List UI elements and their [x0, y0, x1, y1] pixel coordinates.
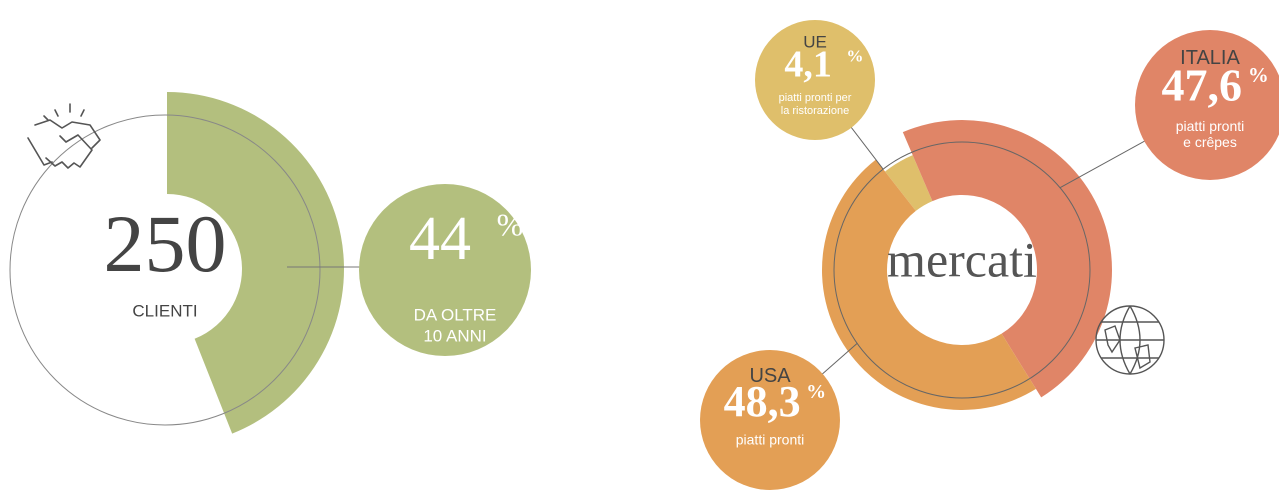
market-unit: %: [1248, 65, 1269, 87]
clients-value: 250: [104, 198, 227, 289]
market-unit: %: [806, 381, 826, 403]
market-bubble: [700, 350, 840, 490]
share-unit: %: [497, 206, 524, 242]
globe-lines: [1096, 305, 1164, 375]
outline-circle: [833, 141, 1091, 399]
market-arc: [902, 120, 1112, 398]
market-value: 47,6: [1161, 60, 1242, 111]
markets-title: mercati: [887, 231, 1037, 287]
market-value: 4,1: [784, 44, 832, 86]
market-note: la ristorazione: [781, 105, 849, 117]
market-name: UE: [803, 32, 827, 51]
handshake-icon: [27, 103, 101, 169]
share-label: 10 ANNI: [423, 326, 486, 345]
market-note: piatti pronti: [736, 432, 804, 448]
market-note: piatti pronti per: [779, 92, 852, 104]
market-unit: %: [846, 46, 863, 65]
market-note: piatti pronti: [1176, 118, 1244, 134]
market-bubble: [755, 20, 875, 140]
globe-icon: [1095, 305, 1165, 375]
share-arc: [167, 92, 344, 434]
market-arc: [822, 159, 1036, 410]
market-bubble: [1135, 30, 1279, 180]
market-note: e crêpes: [1183, 134, 1237, 150]
clients-panel: 250 CLIENTI 44 % DA OLTRE 10 ANNI: [9, 92, 531, 434]
share-label: DA OLTRE: [414, 305, 497, 324]
market-arc: [885, 155, 933, 211]
market-name: USA: [749, 365, 791, 387]
share-value: 44: [409, 205, 471, 273]
share-bubble: [359, 184, 531, 356]
outline-circle: [9, 114, 321, 426]
market-name: ITALIA: [1180, 47, 1240, 69]
market-value: 48,3: [724, 377, 801, 426]
clients-label: CLIENTI: [132, 301, 197, 320]
